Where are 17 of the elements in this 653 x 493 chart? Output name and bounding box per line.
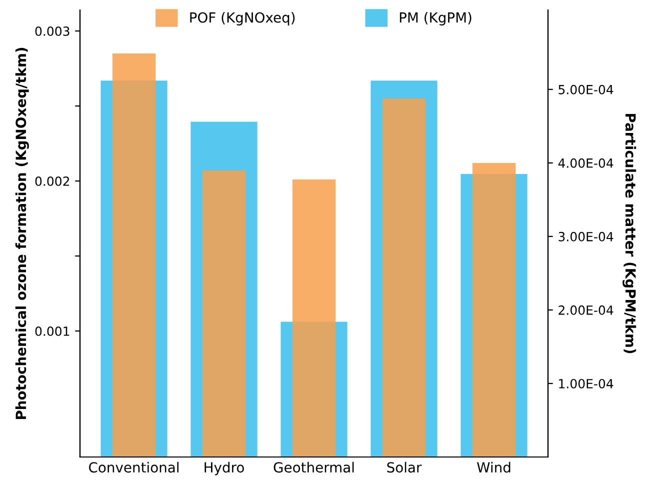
y2-tick-label: 3.00E-04 xyxy=(558,232,614,242)
y2-tick-label: 5.00E-04 xyxy=(558,84,614,94)
y-tick-label: 0.002 xyxy=(35,176,70,186)
legend-label: POF (KgNOxeq) xyxy=(190,12,295,26)
x-tick-label: Conventional xyxy=(89,462,178,473)
y-tick-label: 0.003 xyxy=(35,26,70,36)
y2-tick-label: 1.00E-04 xyxy=(559,378,614,388)
y2-axis-title: Particulate matter (KgPM/tkm) xyxy=(622,114,636,354)
legend-label: PM (KgPM) xyxy=(400,12,472,26)
x-tick-label: Hydro xyxy=(204,462,244,476)
y-tick-label: 0.001 xyxy=(35,326,70,336)
y2-tick-label: 2.00E-04 xyxy=(558,305,614,315)
x-tick-label: Geothermal xyxy=(274,462,354,473)
x-tick-label: Wind xyxy=(477,462,510,473)
x-tick-label: Solar xyxy=(387,462,422,473)
y2-tick-label: 4.00E-04 xyxy=(558,158,614,168)
y-axis-title: Photochemical ozone formation (KgNOxeq/tkm) xyxy=(15,48,29,420)
